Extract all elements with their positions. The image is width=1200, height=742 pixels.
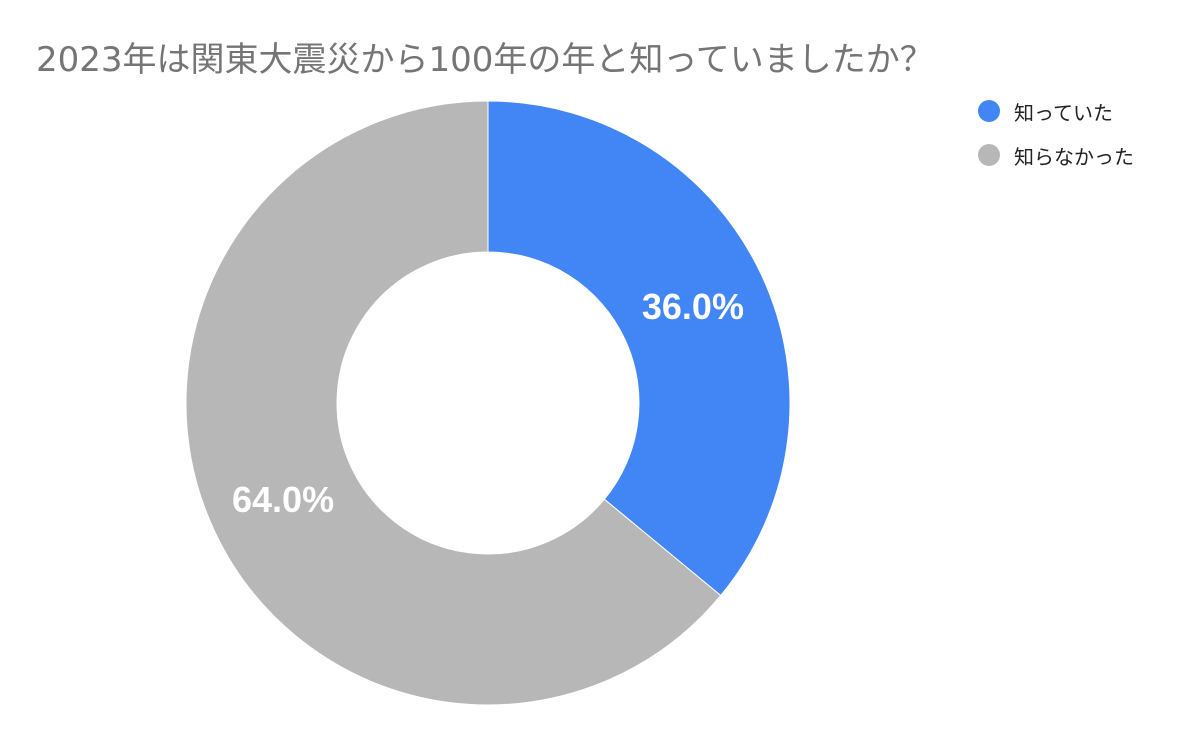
slice-label-known: 36.0% <box>642 286 744 327</box>
slices-group <box>185 100 791 706</box>
slice-unknown[interactable] <box>185 100 722 706</box>
legend: 知っていた 知らなかった <box>978 98 1134 186</box>
slice-known[interactable] <box>487 100 791 597</box>
legend-item-known[interactable]: 知っていた <box>978 98 1134 125</box>
legend-label-known: 知っていた <box>1014 100 1113 125</box>
legend-label-unknown: 知らなかった <box>1014 144 1134 169</box>
slice-labels-group: 36.0% 64.0% <box>232 286 744 520</box>
legend-item-unknown[interactable]: 知らなかった <box>978 142 1134 169</box>
slice-label-unknown: 64.0% <box>232 479 334 520</box>
legend-swatch-unknown <box>978 144 1000 166</box>
legend-swatch-known <box>978 100 1000 122</box>
chart-title: 2023年は関東大震災から100年の年と知っていましたか？ <box>36 40 934 80</box>
